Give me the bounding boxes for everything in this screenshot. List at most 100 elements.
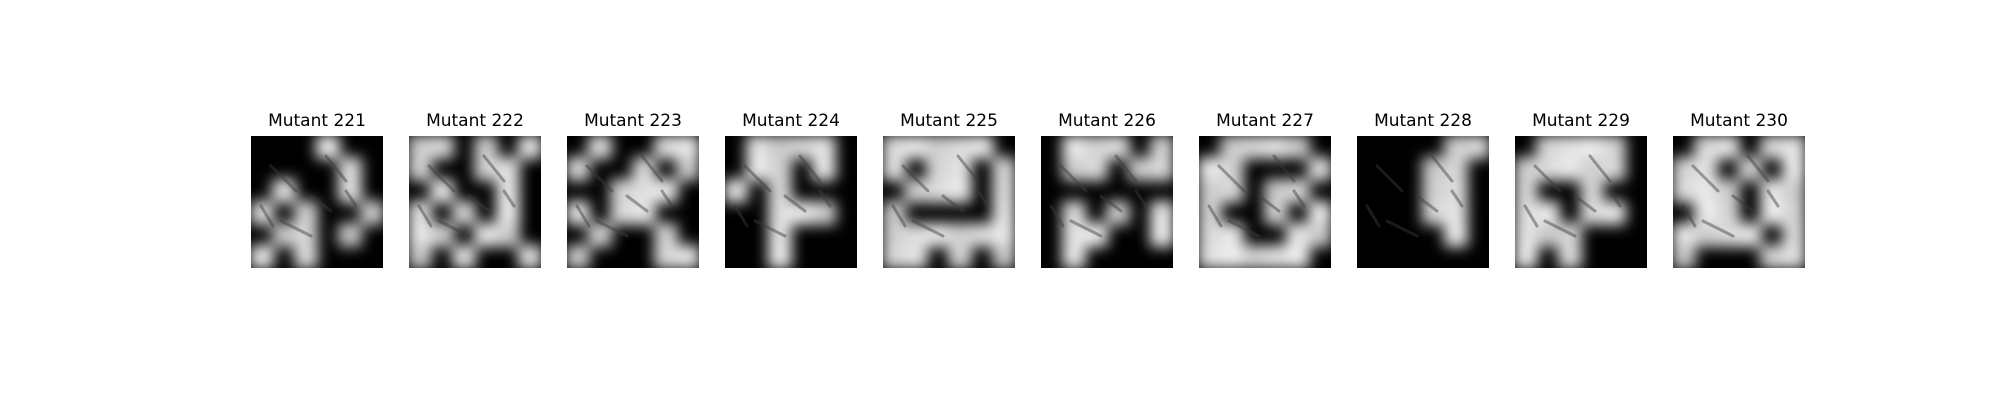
texture-streak [1049, 204, 1065, 228]
visible-cell [409, 157, 432, 181]
visible-cell [1694, 223, 1718, 247]
panel-title: Mutant 227 [1216, 111, 1314, 131]
mutant-image [1673, 136, 1805, 268]
visible-cell [430, 179, 454, 203]
texture-streak [585, 164, 614, 193]
visible-cell [567, 201, 590, 225]
texture-streak [1766, 189, 1780, 208]
visible-cell [338, 179, 362, 203]
visible-cell [474, 157, 498, 181]
visible-cell [1536, 157, 1560, 181]
visible-cell [1738, 223, 1762, 247]
visible-cell [1673, 157, 1696, 181]
visible-cell [409, 245, 432, 268]
texture-streak [1731, 194, 1755, 213]
visible-cell [1782, 136, 1805, 159]
visible-cell [518, 136, 541, 159]
visible-cell [518, 245, 541, 268]
visible-cell [610, 201, 634, 225]
visible-cell [812, 201, 836, 225]
visible-cell [948, 245, 972, 268]
texture-streak [1573, 194, 1597, 213]
panel-title: Mutant 224 [742, 111, 840, 131]
visible-cell [790, 136, 814, 159]
visible-cell [1062, 136, 1086, 159]
visible-cell [430, 223, 454, 247]
visible-cell [1264, 136, 1288, 159]
panel-title: Mutant 229 [1532, 111, 1630, 131]
visible-cell [812, 157, 836, 181]
visible-cell [1264, 201, 1288, 225]
texture-streak [1207, 204, 1223, 228]
visible-cell [992, 179, 1015, 203]
visible-cell [1716, 223, 1740, 247]
panel-title: Mutant 221 [268, 111, 366, 131]
visible-cell [610, 179, 634, 203]
visible-cell [904, 223, 928, 247]
visible-cell [654, 136, 678, 159]
visible-cell [1444, 223, 1468, 247]
visible-cell [654, 223, 678, 247]
texture-streak [467, 194, 491, 213]
visible-cell [1738, 157, 1762, 181]
texture-streak [502, 189, 516, 208]
visible-cell [1199, 245, 1222, 268]
visible-cell [1150, 136, 1173, 159]
visible-cell [883, 201, 906, 225]
texture-streak [733, 204, 749, 228]
visible-cell [676, 245, 699, 268]
visible-cell [676, 136, 699, 159]
visible-cell [1602, 136, 1626, 159]
texture-streak [1523, 204, 1539, 228]
visible-cell [496, 223, 520, 247]
visible-cell [1782, 223, 1805, 247]
visible-cell [1694, 179, 1718, 203]
visible-cell [1286, 136, 1310, 159]
texture-streak [1385, 219, 1419, 238]
mutant-image [1199, 136, 1331, 268]
texture-streak [1227, 219, 1261, 238]
visible-cell [1673, 179, 1696, 203]
visible-cell [474, 223, 498, 247]
visible-cell [360, 201, 383, 225]
visible-cell [1716, 201, 1740, 225]
texture-streak [309, 194, 333, 213]
visible-cell [409, 223, 432, 247]
visible-cell [926, 136, 950, 159]
visible-cell [790, 201, 814, 225]
visible-cell [768, 157, 792, 181]
texture-streak [1365, 204, 1381, 228]
visible-cell [1084, 223, 1108, 247]
visible-cell [926, 223, 950, 247]
texture-streak [1257, 194, 1281, 213]
visible-cell [294, 223, 318, 247]
mutant-image [1515, 136, 1647, 268]
mutant-image [1041, 136, 1173, 268]
visible-cell [1150, 157, 1173, 181]
visible-cell [1062, 245, 1086, 268]
visible-cell [1536, 223, 1560, 247]
texture-streak [417, 204, 433, 228]
visible-cell [632, 201, 656, 225]
visible-cell [1782, 157, 1805, 181]
texture-streak [1450, 189, 1464, 208]
visible-cell [338, 157, 362, 181]
visible-cell [992, 157, 1015, 181]
visible-cell [1264, 245, 1288, 268]
texture-streak [1069, 219, 1103, 238]
visible-cell [926, 157, 950, 181]
visible-cell [676, 157, 699, 181]
visible-cell [1062, 157, 1086, 181]
visible-cell [1782, 201, 1805, 225]
visible-cell [1558, 136, 1582, 159]
visible-cell [1220, 223, 1244, 247]
visible-cell [725, 179, 748, 203]
texture-streak [956, 154, 980, 183]
texture-streak [259, 204, 275, 228]
texture-streak [976, 189, 990, 208]
texture-streak [1430, 154, 1454, 183]
visible-cell [409, 201, 432, 225]
texture-streak [743, 164, 772, 193]
texture-streak [891, 204, 907, 228]
visible-cell [1199, 157, 1222, 181]
